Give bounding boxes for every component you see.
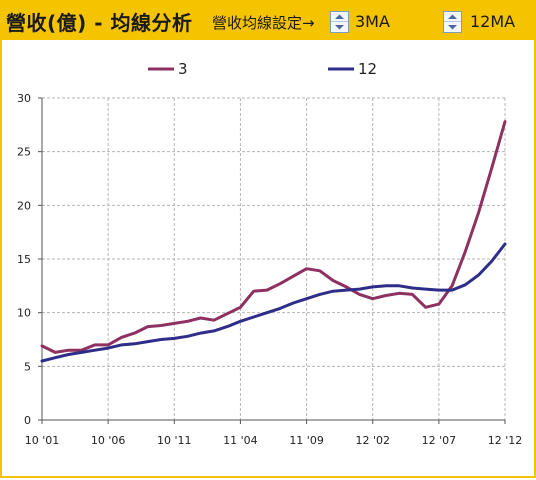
chart-grid — [42, 97, 506, 420]
y-tick-label: 15 — [17, 253, 31, 266]
series-line-3 — [40, 120, 507, 354]
y-tick-label: 10 — [17, 307, 31, 320]
chevron-down-icon — [448, 25, 457, 30]
x-tick-label: 10 '11 — [157, 434, 192, 447]
x-tick-label: 10 '01 — [25, 434, 60, 447]
x-tick-label: 11 '09 — [289, 434, 324, 447]
chart-legend: 3 12 — [148, 60, 377, 78]
ma-short-spinner[interactable] — [330, 11, 349, 33]
series-line-12 — [40, 242, 507, 363]
x-tick-label: 12 '02 — [355, 434, 390, 447]
x-tick-label: 11 '04 — [223, 434, 258, 447]
legend-label-12: 12 — [358, 60, 377, 78]
y-tick-label: 0 — [24, 414, 31, 427]
chevron-up-icon — [335, 14, 344, 19]
chevron-down-icon — [335, 25, 344, 30]
x-tick-label: 10 '06 — [91, 434, 126, 447]
ma-short-decrement-button[interactable] — [331, 22, 348, 32]
header-bar: 營收(億) - 均線分析 營收均線設定→ 3MA 12MA — [2, 2, 534, 40]
x-tick-label: 12 '07 — [422, 434, 457, 447]
chart-axes: 0 5 10 15 20 25 30 10 '01 10 '06 10 '11 11 '04 11 '… — [17, 92, 522, 447]
chart-lines — [40, 120, 507, 363]
x-tick-label: 12 '12 — [488, 434, 523, 447]
revenue-ma-chart: 0 5 10 15 20 25 30 10 '01 10 '06 10 '11 11 '04 11 '… — [17, 60, 522, 447]
y-tick-label: 20 — [17, 199, 31, 212]
ma-long-spinner[interactable] — [443, 11, 462, 33]
legend-label-3: 3 — [178, 60, 188, 78]
ma-long-increment-button[interactable] — [444, 12, 461, 22]
chevron-up-icon — [448, 14, 457, 19]
y-tick-label: 5 — [24, 360, 31, 373]
ma-long-value: 12MA — [470, 12, 516, 31]
y-tick-label: 25 — [17, 146, 31, 159]
chart-area: 0 5 10 15 20 25 30 10 '01 10 '06 10 '11 11 '04 11 '… — [2, 40, 534, 476]
ma-short-value: 3MA — [355, 12, 390, 31]
page-title: 營收(億) - 均線分析 — [6, 11, 193, 35]
ma-long-decrement-button[interactable] — [444, 22, 461, 32]
ma-setting-label: 營收均線設定→ — [212, 14, 315, 32]
ma-short-increment-button[interactable] — [331, 12, 348, 22]
y-tick-label: 30 — [17, 92, 31, 105]
